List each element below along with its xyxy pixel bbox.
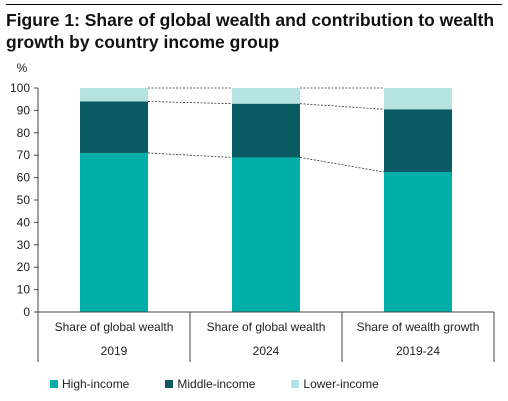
bar-middle-income bbox=[80, 101, 148, 153]
y-tick-label: 30 bbox=[17, 238, 31, 252]
bar-lower-income bbox=[232, 88, 300, 104]
legend-item-middle: Middle-income bbox=[165, 377, 255, 391]
title-rule bbox=[6, 4, 502, 5]
y-tick-label: 20 bbox=[17, 260, 31, 274]
category-label: Share of global wealth bbox=[55, 320, 174, 334]
bar-high-income bbox=[232, 157, 300, 312]
legend: High-income Middle-income Lower-income bbox=[50, 377, 415, 391]
y-tick-label: 10 bbox=[17, 283, 31, 297]
bar-lower-income bbox=[80, 88, 148, 102]
legend-item-lower: Lower-income bbox=[291, 377, 379, 391]
chart-title: Figure 1: Share of global wealth and con… bbox=[6, 10, 495, 52]
legend-label-lower: Lower-income bbox=[303, 377, 379, 391]
category-label: Share of global wealth bbox=[207, 320, 326, 334]
legend-label-high: High-income bbox=[62, 377, 130, 391]
connector-line bbox=[299, 157, 385, 173]
y-tick-label: 0 bbox=[23, 305, 30, 319]
bar-lower-income bbox=[384, 88, 452, 110]
y-tick-label: 70 bbox=[17, 148, 31, 162]
y-axis-unit-label: % bbox=[17, 61, 28, 75]
bar-middle-income bbox=[232, 103, 300, 158]
y-tick-label: 50 bbox=[17, 193, 31, 207]
y-tick-label: 90 bbox=[17, 103, 31, 117]
y-tick-label: 80 bbox=[17, 126, 31, 140]
legend-swatch-middle bbox=[165, 380, 174, 388]
bar-high-income bbox=[80, 152, 148, 312]
category-sublabel: 2024 bbox=[253, 344, 280, 358]
legend-label-middle: Middle-income bbox=[177, 377, 256, 391]
category-sublabel: 2019-24 bbox=[396, 344, 440, 358]
legend-swatch-high bbox=[50, 380, 58, 388]
legend-item-high: High-income bbox=[50, 377, 129, 391]
bar-high-income bbox=[384, 172, 452, 312]
category-sublabel: 2019 bbox=[101, 344, 128, 358]
legend-swatch-lower bbox=[291, 380, 300, 388]
connector-line bbox=[147, 101, 233, 105]
y-tick-label: 40 bbox=[17, 215, 31, 229]
connector-line bbox=[147, 152, 233, 158]
connector-line bbox=[299, 103, 385, 110]
bar-middle-income bbox=[384, 109, 452, 172]
category-label: Share of wealth growth bbox=[357, 320, 480, 334]
y-tick-label: 100 bbox=[10, 81, 30, 95]
y-tick-label: 60 bbox=[17, 171, 31, 185]
